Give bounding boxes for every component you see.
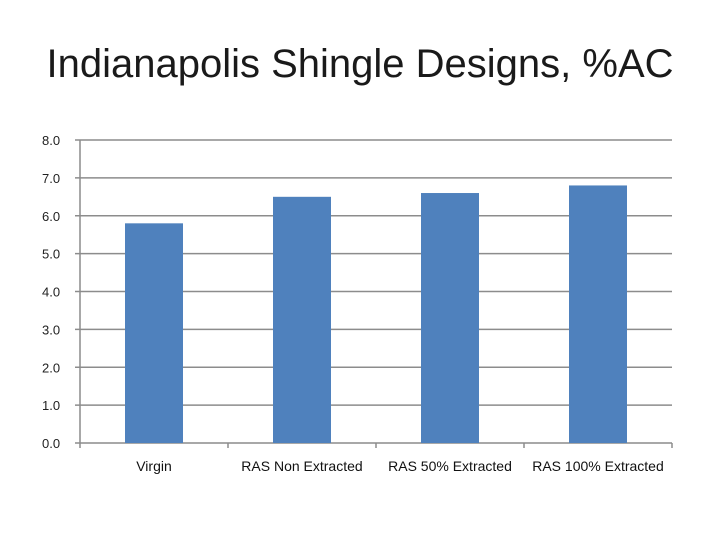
bar <box>273 196 331 443</box>
x-category-label: RAS 50% Extracted <box>388 458 512 474</box>
chart-title: Indianapolis Shingle Designs, %AC <box>46 42 674 86</box>
x-category-label: RAS 100% Extracted <box>532 458 664 474</box>
bar <box>569 185 627 443</box>
y-tick-label: 8.0 <box>42 133 60 148</box>
y-tick-label: 2.0 <box>42 360 60 375</box>
y-tick-label: 7.0 <box>42 171 60 186</box>
bar <box>125 223 183 443</box>
y-tick-label: 3.0 <box>42 322 60 337</box>
y-tick-label: 0.0 <box>42 436 60 451</box>
y-tick-label: 5.0 <box>42 247 60 262</box>
x-category-label: RAS Non Extracted <box>241 458 362 474</box>
bar <box>421 193 479 443</box>
y-tick-label: 4.0 <box>42 285 60 300</box>
x-category-label: Virgin <box>136 458 172 474</box>
y-tick-label: 1.0 <box>42 398 60 413</box>
y-tick-label: 6.0 <box>42 209 60 224</box>
